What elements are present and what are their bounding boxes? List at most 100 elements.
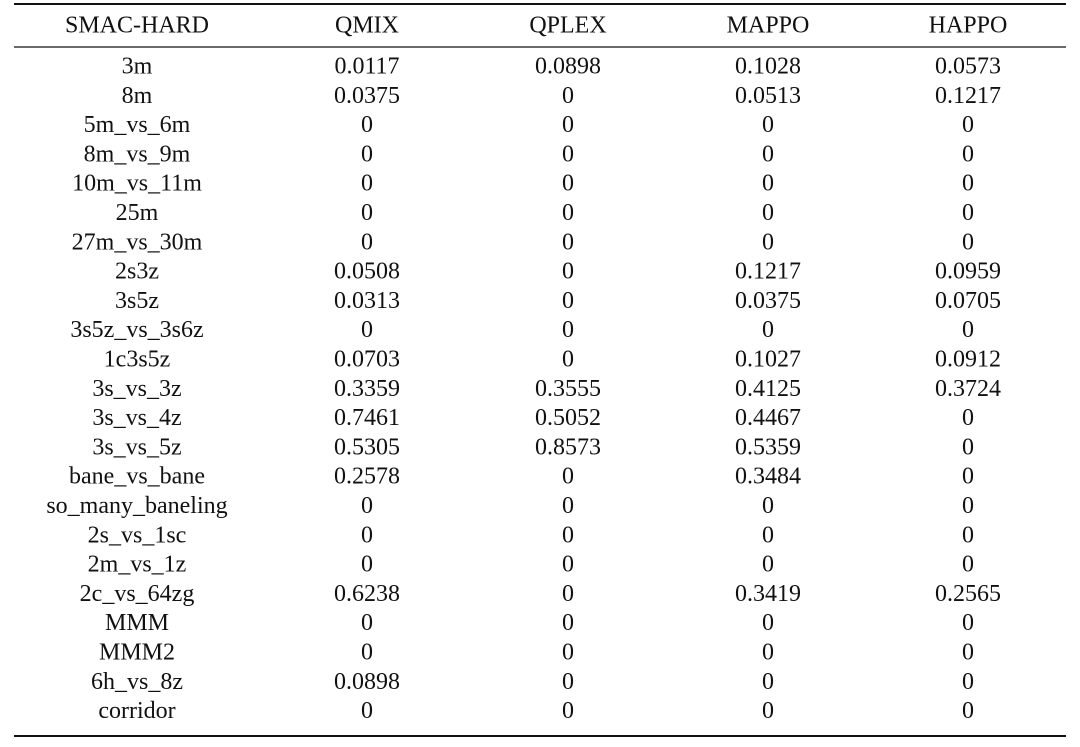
- cell: 0.3555: [535, 376, 601, 402]
- header-cell: QPLEX: [529, 13, 606, 39]
- cell: 0: [762, 229, 774, 255]
- cell: 0.8573: [535, 434, 601, 460]
- cell: 0: [962, 141, 974, 167]
- cell: 0: [762, 698, 774, 724]
- cell: 0: [562, 171, 574, 197]
- cell: 0: [562, 317, 574, 343]
- cell: 0: [762, 317, 774, 343]
- row-label: 3s_vs_4z: [92, 405, 181, 431]
- cell: 0: [962, 669, 974, 695]
- cell: 0: [562, 698, 574, 724]
- row-label: 2m_vs_1z: [88, 552, 187, 578]
- row-label: 5m_vs_6m: [84, 112, 191, 138]
- cell: 0.4125: [735, 376, 801, 402]
- row-label: MMM2: [99, 640, 175, 666]
- cell: 0.0117: [334, 54, 399, 80]
- cell: 0: [962, 552, 974, 578]
- cell: 0: [562, 347, 574, 373]
- cell: 0: [562, 229, 574, 255]
- cell: 0.0959: [935, 259, 1001, 285]
- cell: 0: [762, 610, 774, 636]
- cell: 0: [762, 552, 774, 578]
- row-label: 3s5z_vs_3s6z: [70, 317, 203, 343]
- cell: 0.1028: [735, 54, 801, 80]
- cell: 0.0912: [935, 347, 1001, 373]
- row-label: 2s_vs_1sc: [88, 522, 187, 548]
- row-label: 1c3s5z: [104, 347, 171, 373]
- cell: 0.0313: [334, 288, 400, 314]
- cell: 0.1217: [935, 83, 1001, 109]
- cell: 0: [562, 522, 574, 548]
- cell: 0.5359: [735, 434, 801, 460]
- cell: 0: [562, 581, 574, 607]
- row-label: bane_vs_bane: [69, 464, 205, 490]
- row-label: MMM: [105, 610, 169, 636]
- row-label: corridor: [98, 698, 175, 724]
- cell: 0: [361, 493, 373, 519]
- cell: 0: [361, 522, 373, 548]
- row-label: 8m_vs_9m: [84, 141, 191, 167]
- row-label: 2s3z: [115, 259, 159, 285]
- row-label: 25m: [116, 200, 159, 226]
- cell: 0: [962, 493, 974, 519]
- cell: 0.0573: [935, 54, 1001, 80]
- cell: 0: [762, 171, 774, 197]
- cell: 0.5305: [334, 434, 400, 460]
- cell: 0.0898: [334, 669, 400, 695]
- cell: 0: [962, 405, 974, 431]
- cell: 0.0508: [334, 259, 400, 285]
- cell: 0.2578: [334, 464, 400, 490]
- cell: 0: [562, 493, 574, 519]
- cell: 0: [562, 610, 574, 636]
- cell: 0: [361, 317, 373, 343]
- row-label: 8m: [122, 83, 153, 109]
- cell: 0: [361, 229, 373, 255]
- row-label: 10m_vs_11m: [72, 171, 202, 197]
- cell: 0: [361, 610, 373, 636]
- cell: 0: [762, 669, 774, 695]
- cell: 0.7461: [334, 405, 400, 431]
- cell: 0.0375: [334, 83, 400, 109]
- cell: 0: [562, 259, 574, 285]
- row-label: 6h_vs_8z: [91, 669, 183, 695]
- cell: 0.0513: [735, 83, 801, 109]
- cell: 0: [361, 112, 373, 138]
- cell: 0: [562, 640, 574, 666]
- cell: 0.6238: [334, 581, 400, 607]
- cell: 0: [562, 464, 574, 490]
- cell: 0: [762, 493, 774, 519]
- cell: 0: [361, 200, 373, 226]
- row-label: 3m: [122, 54, 153, 80]
- cell: 0.3419: [735, 581, 801, 607]
- cell: 0: [361, 141, 373, 167]
- cell: 0: [562, 288, 574, 314]
- cell: 0.1217: [735, 259, 801, 285]
- header-cell: QMIX: [335, 13, 399, 39]
- cell: 0.3724: [935, 376, 1001, 402]
- cell: 0: [962, 112, 974, 138]
- cell: 0: [562, 112, 574, 138]
- cell: 0: [361, 171, 373, 197]
- cell: 0: [762, 522, 774, 548]
- cell: 0: [962, 610, 974, 636]
- cell: 0: [962, 464, 974, 490]
- cell: 0: [562, 200, 574, 226]
- cell: 0: [562, 552, 574, 578]
- cell: 0: [962, 200, 974, 226]
- header-cell: HAPPO: [929, 13, 1008, 39]
- cell: 0.5052: [535, 405, 601, 431]
- cell: 0: [962, 171, 974, 197]
- cell: 0.4467: [735, 405, 801, 431]
- cell: 0: [361, 552, 373, 578]
- cell: 0: [962, 317, 974, 343]
- cell: 0: [762, 640, 774, 666]
- cell: 0: [562, 141, 574, 167]
- cell: 0: [962, 698, 974, 724]
- cell: 0: [762, 112, 774, 138]
- row-label: 3s5z: [115, 288, 159, 314]
- row-label: 3s_vs_3z: [92, 376, 181, 402]
- cell: 0.0703: [334, 347, 400, 373]
- cell: 0: [562, 83, 574, 109]
